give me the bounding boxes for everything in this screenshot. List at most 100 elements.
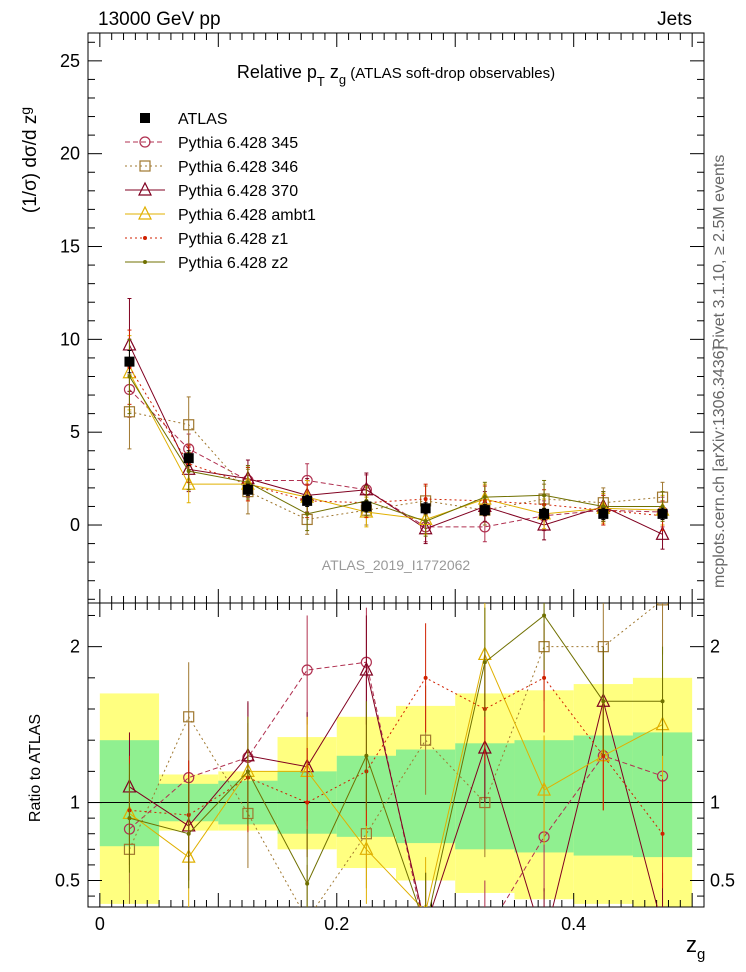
data-point xyxy=(305,511,310,516)
data-point xyxy=(423,497,428,502)
ratio-line xyxy=(129,603,660,907)
ratio-point xyxy=(359,661,374,676)
data-point xyxy=(423,519,428,524)
series-line xyxy=(129,366,663,517)
ratio-y-axis-label: Ratio to ATLAS xyxy=(27,714,44,822)
ratio-line xyxy=(129,614,663,907)
x-tick-label: 0 xyxy=(95,914,105,934)
tick-labels: 0 0.2 0.4 0 5 10 15 20 25 0.5 0.5 1 1 2 2 xyxy=(55,51,735,934)
ratio-point xyxy=(542,613,547,618)
data-point xyxy=(479,505,490,516)
data-point xyxy=(542,493,547,498)
ratio-point xyxy=(542,675,547,680)
data-point xyxy=(245,480,250,485)
ratio-point xyxy=(420,734,432,746)
data-point xyxy=(183,419,195,431)
ratio-point xyxy=(183,711,195,723)
ratio-point xyxy=(305,800,310,805)
legend-marker xyxy=(143,260,147,264)
analysis-watermark: ATLAS_2019_I1772062 xyxy=(322,557,471,573)
data-point xyxy=(539,508,550,519)
data-point xyxy=(655,525,670,540)
data-point xyxy=(420,503,431,514)
legend: ATLAS Pythia 6.428 345 Pythia 6.428 346 Pyt… xyxy=(125,111,316,272)
ratio-point xyxy=(482,660,487,665)
side-label-bottom: mcplots.cern.ch [arXiv:1306.3436] xyxy=(711,346,728,588)
data-point xyxy=(186,469,191,474)
ratio-point xyxy=(364,753,369,758)
legend-item-0: ATLAS xyxy=(140,111,228,128)
legend-marker xyxy=(138,205,152,220)
data-point xyxy=(183,453,194,464)
ratio-point xyxy=(656,603,669,606)
ratio-point xyxy=(537,781,552,796)
ratio-y-tick-label-right: 0.5 xyxy=(710,870,735,890)
ratio-point xyxy=(601,699,606,704)
legend-label: Pythia 6.428 345 xyxy=(178,135,298,152)
series-line xyxy=(129,389,663,528)
legend-label: Pythia 6.428 z1 xyxy=(178,231,288,248)
ratio-y-tick-label: 1 xyxy=(70,793,80,813)
x-axis-label: zg xyxy=(686,932,705,963)
legend-item-1: Pythia 6.428 345 xyxy=(125,135,298,152)
side-label-top: Rivet 3.1.10, ≥ 2.5M events xyxy=(711,155,728,350)
ratio-point xyxy=(305,881,310,886)
ratio-y-tick-label: 2 xyxy=(70,637,80,657)
series-line xyxy=(129,344,663,535)
main-plot-series xyxy=(122,298,670,550)
ratio-y-tick-label-right: 1 xyxy=(710,793,720,813)
y-tick-label: 20 xyxy=(60,144,80,164)
ratio-y-tick-label: 0.5 xyxy=(55,870,80,890)
ratio-line xyxy=(129,652,663,907)
data-point xyxy=(537,516,552,531)
legend-marker xyxy=(139,136,151,148)
series-line xyxy=(129,376,663,522)
data-point xyxy=(657,508,668,519)
y-axis-label: (1/σ) dσ/d zg xyxy=(17,107,41,213)
chart-title: Relative pT zg (ATLAS soft-drop observab… xyxy=(237,62,555,89)
legend-marker xyxy=(138,181,152,196)
legend-item-5: Pythia 6.428 z1 xyxy=(125,231,288,248)
legend-label: Pythia 6.428 370 xyxy=(178,183,298,200)
series-0 xyxy=(124,349,668,520)
ratio-point xyxy=(245,769,250,774)
legend-label: Pythia 6.428 z2 xyxy=(178,255,288,272)
data-point xyxy=(302,495,313,506)
y-tick-label: 0 xyxy=(70,515,80,535)
y-tick-label: 15 xyxy=(60,237,80,257)
data-point xyxy=(242,484,253,495)
ratio-point xyxy=(359,840,374,855)
ratio-plot-series xyxy=(122,603,670,907)
axis-ticks xyxy=(88,33,704,907)
ratio-point xyxy=(186,831,191,836)
data-point xyxy=(660,504,665,509)
ratio-point xyxy=(660,831,665,836)
legend-item-4: Pythia 6.428 ambt1 xyxy=(125,205,316,224)
ratio-line xyxy=(129,668,658,907)
header-left: 13000 GeV pp xyxy=(98,9,221,30)
legend-item-3: Pythia 6.428 370 xyxy=(125,181,298,200)
legend-marker xyxy=(140,113,150,123)
ratio-point xyxy=(423,675,428,680)
ratio-point xyxy=(660,699,665,704)
data-point xyxy=(482,495,487,500)
data-point xyxy=(361,501,372,512)
ratio-line xyxy=(129,677,663,835)
data-point xyxy=(601,504,606,509)
header-right: Jets xyxy=(657,9,692,30)
y-tick-label: 5 xyxy=(70,422,80,442)
data-point xyxy=(127,374,132,379)
legend-item-6: Pythia 6.428 z2 xyxy=(125,255,288,272)
legend-item-2: Pythia 6.428 346 xyxy=(125,159,298,176)
ratio-y-tick-label-right: 2 xyxy=(710,637,720,657)
legend-marker xyxy=(139,160,151,172)
x-tick-label: 0.2 xyxy=(324,914,349,934)
ratio-point xyxy=(127,816,132,821)
legend-label: Pythia 6.428 346 xyxy=(178,159,298,176)
legend-label: ATLAS xyxy=(178,111,228,128)
ratio-point xyxy=(301,664,313,676)
legend-marker xyxy=(143,236,147,240)
series-line xyxy=(129,372,663,520)
x-tick-label: 0.4 xyxy=(561,914,586,934)
